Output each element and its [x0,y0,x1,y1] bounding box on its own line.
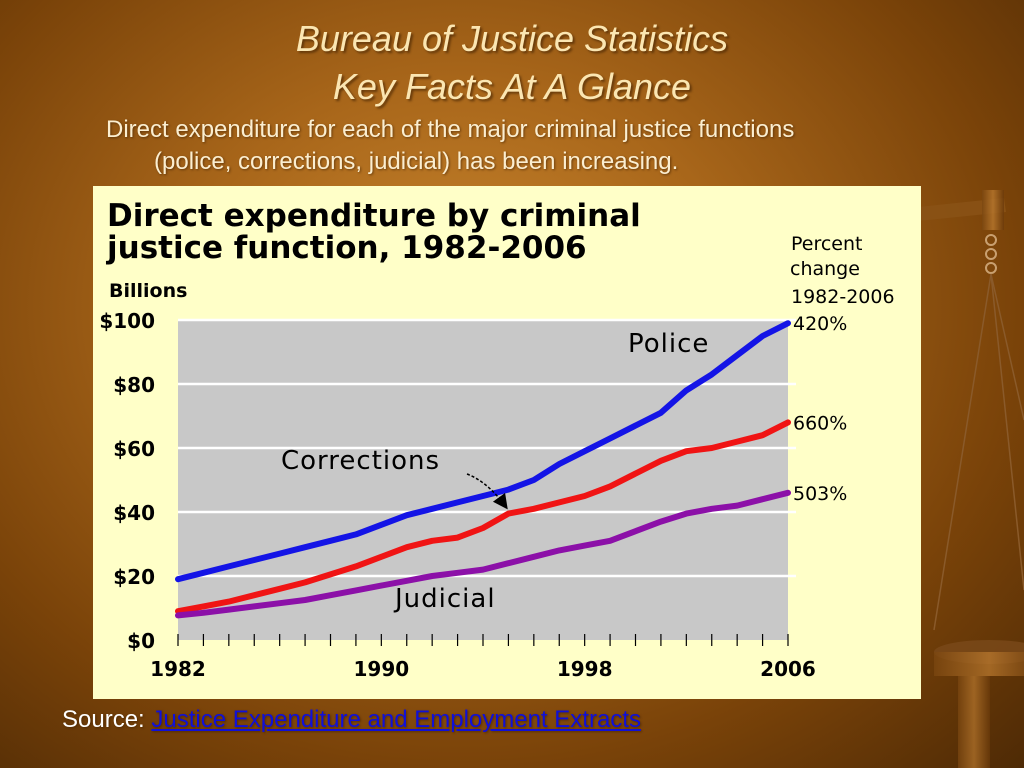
percent-change-labels: 420% 660% 503% [793,313,847,505]
y-tick-label-20: $20 [113,565,155,589]
series-label-police: Police [628,329,709,359]
x-tick-label-1998: 1998 [557,657,613,681]
scales-of-justice-icon [894,190,1024,768]
chart-title-line1: Direct expenditure by criminal [107,198,641,234]
source-label: Source: [62,706,145,733]
series-labels: Police Corrections Judicial [281,329,709,614]
series-label-corrections: Corrections [281,446,440,476]
pct-header-line2: change [790,258,860,280]
slide-title-line1: Bureau of Justice Statistics [295,18,729,59]
series-line-corrections [175,419,791,615]
subtitle-line2: (police, corrections, judicial) has been… [154,148,679,175]
series-line-police [175,320,791,583]
series-lines [175,320,791,619]
line-chart: Direct expenditure by criminal justice f… [99,198,895,681]
y-tick-label-0: $0 [127,629,155,653]
source-line: Source: Justice Expenditure and Employme… [62,706,641,734]
x-tick-label-2006: 2006 [760,657,816,681]
y-tick-labels: $0 $20 $40 $60 $80 $100 [99,309,155,653]
slide-title-line2: Key Facts At A Glance [332,66,692,107]
x-tick-label-1982: 1982 [150,657,206,681]
series-label-judicial: Judicial [393,584,496,614]
corrections-pointer-arrow [466,473,508,510]
series-line-judicial [175,489,791,619]
chart-panel: Direct expenditure by criminal justice f… [93,186,921,699]
source-link[interactable]: Justice Expenditure and Employment Extra… [151,706,641,733]
y-tick-label-100: $100 [99,309,155,333]
y-tick-label-40: $40 [113,501,155,525]
x-minor-ticks [177,634,789,646]
pct-change-judicial: 503% [793,483,847,505]
pct-header-line1: Percent [791,233,863,255]
y-tick-label-60: $60 [113,437,155,461]
y-axis-label: Billions [109,280,187,302]
pct-change-police: 420% [793,313,847,335]
pct-header-line3: 1982-2006 [791,286,895,308]
x-tick-label-1990: 1990 [353,657,409,681]
slide-subtitle: Direct expenditure for each of the major… [100,114,940,178]
subtitle-line1: Direct expenditure for each of the major… [106,116,795,143]
x-tick-labels: 1982 1990 1998 2006 [150,657,816,681]
y-tick-label-80: $80 [113,373,155,397]
chart-title-line2: justice function, 1982-2006 [105,230,587,266]
pct-change-corrections: 660% [793,412,847,434]
